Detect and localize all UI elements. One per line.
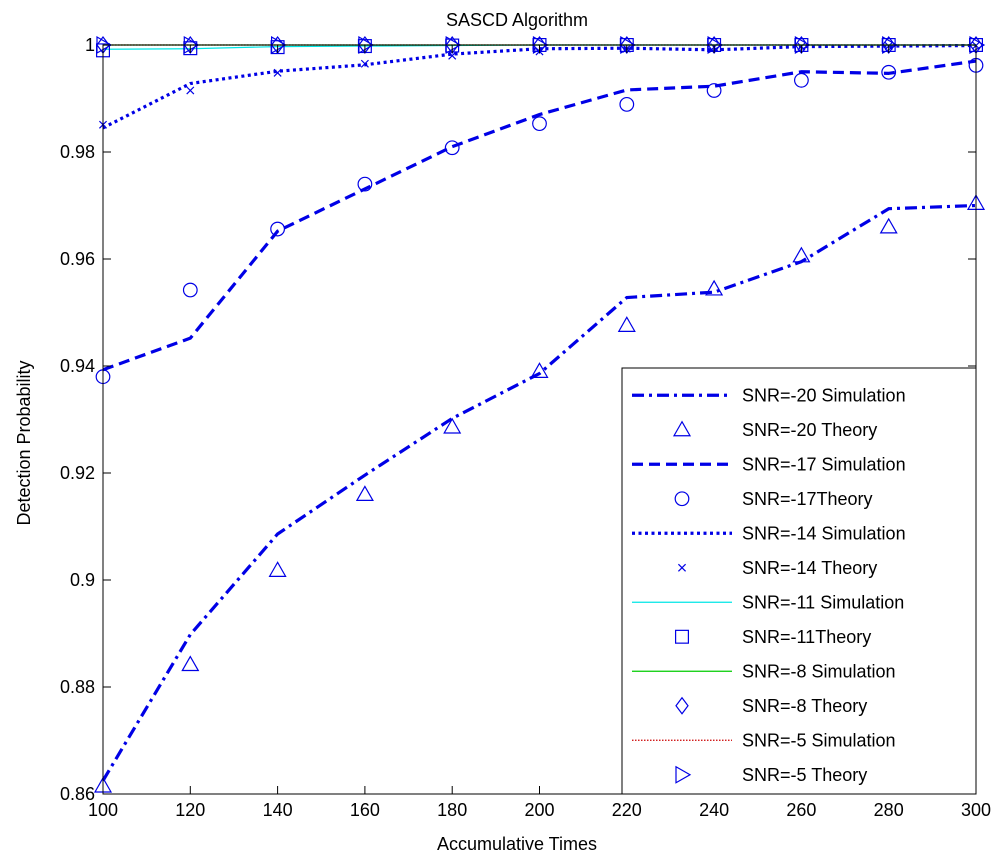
data-point — [881, 64, 897, 80]
y-tick-label: 1 — [85, 35, 95, 55]
legend-item: SNR=-20 Simulation — [632, 385, 906, 405]
legend-label: SNR=-8 Simulation — [742, 661, 896, 681]
data-point — [705, 279, 724, 296]
x-tick-label: 180 — [437, 800, 467, 820]
series-1 — [93, 194, 986, 793]
x-tick-label: 240 — [699, 800, 729, 820]
x-tick-label: 280 — [874, 800, 904, 820]
legend: SNR=-20 Simulation SNR=-20 Theory SNR=-17 … — [621, 367, 977, 795]
data-point — [357, 176, 373, 192]
data-point — [794, 72, 809, 88]
data-point — [443, 417, 462, 434]
y-tick-label: 0.92 — [60, 463, 95, 483]
legend-swatch — [675, 696, 689, 715]
series-2 — [102, 59, 977, 372]
legend-swatch — [672, 420, 692, 437]
data-point — [706, 83, 722, 98]
data-point — [182, 282, 198, 298]
legend-label: SNR=-5 Theory — [742, 765, 867, 785]
legend-item: SNR=-20 Theory — [672, 420, 877, 440]
chart-title: SASCD Algorithm — [446, 10, 588, 30]
legend-swatch — [674, 491, 690, 507]
legend-swatch — [677, 563, 687, 572]
x-tick-label: 260 — [786, 800, 816, 820]
legend-item: SNR=-11 Simulation — [632, 592, 904, 612]
legend-item: SNR=-5 Simulation — [632, 730, 896, 750]
x-axis-label: Accumulative Times — [437, 834, 597, 854]
legend-label: SNR=-11 Simulation — [742, 592, 904, 612]
data-point — [268, 561, 287, 577]
data-point — [617, 316, 636, 332]
data-point — [530, 362, 549, 378]
legend-item: SNR=-14 Theory — [677, 558, 877, 578]
data-point — [448, 51, 457, 60]
series-3 — [95, 57, 984, 385]
legend-item: SNR=-8 Theory — [675, 696, 867, 716]
data-point — [186, 86, 195, 95]
y-tick-label: 0.86 — [60, 784, 95, 804]
data-point — [96, 35, 113, 55]
axes-layer: 100 120 140 160 180 200 220 240 260 280 300 0.86 0.8… — [60, 35, 991, 820]
y-tick-label: 0.9 — [70, 570, 95, 590]
legend-label: SNR=-17Theory — [742, 489, 873, 509]
legend-label: SNR=-11Theory — [742, 627, 871, 647]
data-point — [619, 96, 635, 112]
legend-swatch — [675, 765, 692, 784]
series-line — [102, 59, 977, 372]
legend-item: SNR=-14 Simulation — [632, 523, 906, 543]
x-tick-label: 300 — [961, 800, 991, 820]
x-tick-label: 160 — [350, 800, 380, 820]
x-tick-label: 140 — [263, 800, 293, 820]
legend-item: SNR=-5 Theory — [675, 765, 867, 785]
legend-swatch — [674, 629, 689, 644]
legend-item: SNR=-8 Simulation — [632, 661, 896, 681]
data-point — [273, 68, 282, 77]
y-tick-label: 0.88 — [60, 677, 95, 697]
legend-label: SNR=-20 Simulation — [742, 385, 906, 405]
legend-item: SNR=-11Theory — [674, 627, 871, 647]
data-point — [355, 485, 374, 501]
data-point — [879, 217, 898, 234]
data-point — [270, 221, 286, 237]
data-point — [792, 246, 811, 263]
series-line — [101, 203, 977, 782]
data-point — [444, 140, 460, 156]
data-point — [181, 655, 200, 672]
y-tick-label: 0.98 — [60, 142, 95, 162]
series-0 — [101, 203, 977, 782]
y-tick-label: 0.94 — [60, 356, 95, 376]
legend-label: SNR=-17 Simulation — [742, 454, 906, 474]
legend-label: SNR=-14 Theory — [742, 558, 877, 578]
data-point — [360, 59, 369, 68]
x-tick-label: 100 — [88, 800, 118, 820]
y-axis-label: Detection Probability — [14, 360, 34, 525]
x-tick-label: 200 — [524, 800, 554, 820]
x-tick-label: 220 — [612, 800, 642, 820]
x-tick-label: 120 — [175, 800, 205, 820]
legend-item: SNR=-17 Simulation — [632, 454, 906, 474]
legend-item: SNR=-17Theory — [674, 489, 873, 509]
legend-label: SNR=-20 Theory — [742, 420, 877, 440]
legend-label: SNR=-8 Theory — [742, 696, 867, 716]
legend-box — [621, 367, 977, 795]
legend-label: SNR=-5 Simulation — [742, 730, 896, 750]
data-point — [532, 116, 547, 132]
legend-label: SNR=-14 Simulation — [742, 523, 906, 543]
y-tick-label: 0.96 — [60, 249, 95, 269]
